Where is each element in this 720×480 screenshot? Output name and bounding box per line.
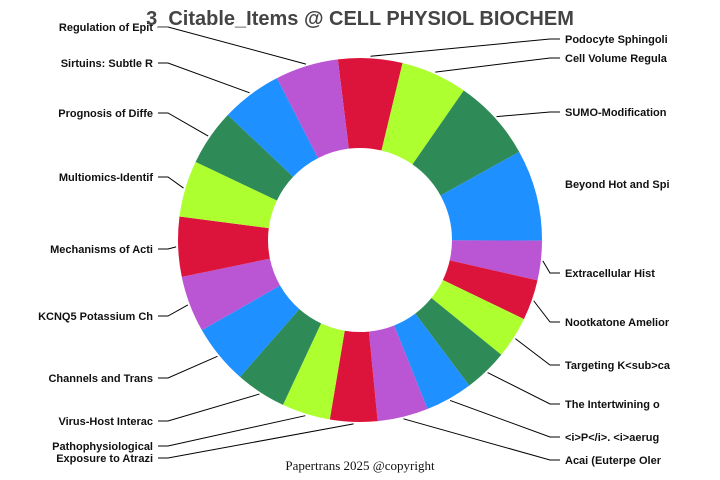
leader-line [158,355,218,379]
leader-line [158,393,260,422]
slice-label: Sirtuins: Subtle R [61,58,153,70]
donut-slice[interactable] [442,260,538,320]
donut-slice[interactable] [394,313,470,410]
slice-label: Exposure to Atrazi [56,453,153,465]
chart-title: 3_Citable_Items @ CELL PHYSIOL BIOCHEM [146,8,574,30]
slice-label: Mechanisms of Acti [50,244,153,256]
leader-line [158,246,177,250]
donut-slice[interactable] [412,90,520,196]
donut-slice[interactable] [329,330,378,422]
leader-line [435,57,560,73]
donut-slice[interactable] [337,58,403,151]
leader-line [403,418,560,461]
slice-label: Multiomics-Identif [59,172,153,184]
slice-label: Virus-Host Interac [58,416,153,428]
slice-label: SUMO-Modification [565,107,667,119]
slice-label: Extracellular Hist [565,268,655,280]
slice-label: Regulation of Epit [59,22,153,34]
donut-slice[interactable] [178,216,270,277]
leader-line [515,338,560,366]
slice-label: Channels and Trans [48,373,153,385]
slice-label: Beyond Hot and Spi [565,179,670,191]
donut-slice[interactable] [201,285,300,377]
donut-slice[interactable] [179,161,277,229]
slice-label: The Intertwining o [565,399,660,411]
leader-line [158,176,184,189]
leader-line [449,399,560,438]
leader-line [158,304,189,317]
slice-label: Prognosis of Diffe [58,108,153,120]
copyright-footer: Papertrans 2025 @copyright [285,458,435,473]
donut-slice[interactable] [440,151,542,241]
donut-slice[interactable] [227,78,319,177]
leader-line [542,260,560,274]
leader-line [533,300,560,323]
leader-line [496,111,560,118]
leader-line [158,26,307,65]
donut-slice[interactable] [368,325,428,422]
leader-line [158,62,250,94]
slice-label: Nootkatone Amelior [565,317,670,329]
slice-label: <i>P</i>. <i>aerug [565,432,659,444]
donut-slice[interactable] [431,279,524,355]
leader-line [487,372,560,405]
slice-label: Cell Volume Regula [565,53,668,65]
leader-line [158,423,354,459]
slice-label: Targeting K<sub>ca [565,360,671,372]
leader-line [158,415,306,447]
slice-label: KCNQ5 Potassium Ch [38,311,153,323]
slice-label: Pathophysiological [52,441,153,453]
slice-label: Podocyte Sphingoli [565,34,668,46]
donut-slice[interactable] [240,309,322,405]
donut-slice[interactable] [415,297,502,386]
donut-slice[interactable] [381,63,464,165]
leader-line [370,38,560,57]
donut-slice[interactable] [449,240,542,281]
leader-line [158,112,209,137]
donut-slice[interactable] [181,258,281,331]
donut-slice[interactable] [195,114,294,201]
donut-slice[interactable] [276,59,349,159]
donut-slice[interactable] [282,323,345,420]
slice-label: Acai (Euterpe Oler [565,455,662,467]
